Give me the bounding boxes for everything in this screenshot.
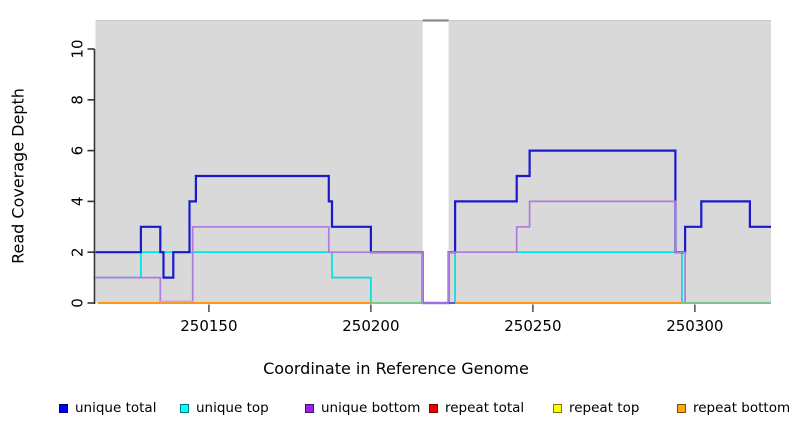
x-axis-title: Coordinate in Reference Genome	[263, 359, 529, 378]
legend-swatch-icon	[180, 403, 189, 413]
x-tick-label: 250200	[342, 317, 399, 335]
legend-item-unique-total: unique total	[59, 398, 156, 418]
y-tick-label: 4	[69, 197, 87, 207]
y-axis-title: Read Coverage Depth	[8, 88, 28, 264]
legend-item-repeat-total: repeat total	[429, 398, 524, 418]
x-tick-label: 250150	[180, 317, 237, 335]
legend-item-repeat-bottom: repeat bottom	[677, 398, 790, 418]
y-tick-label: 6	[69, 146, 87, 156]
legend-swatch-icon	[553, 403, 562, 413]
legend-label: unique bottom	[321, 400, 421, 416]
y-tick-label: 2	[69, 247, 87, 257]
legend-swatch-icon	[305, 403, 314, 413]
reference-gap-band	[422, 21, 449, 304]
legend-label: unique top	[196, 400, 269, 416]
legend-label: repeat total	[445, 400, 525, 416]
legend-label: unique total	[75, 400, 157, 416]
legend-swatch-icon	[429, 403, 438, 413]
series-line-unique-top	[95, 251, 423, 304]
legend-label: repeat top	[569, 400, 640, 416]
x-tick-label: 250250	[504, 317, 561, 335]
legend-item-unique-bottom: unique bottom	[305, 398, 420, 418]
legend: unique total unique top unique bottom repea…	[0, 398, 792, 420]
legend-label: repeat bottom	[693, 400, 791, 416]
legend-swatch-icon	[59, 403, 68, 413]
y-tick-label: 0	[69, 298, 87, 308]
series-line-unique-bottom	[95, 200, 771, 304]
y-tick-label: 8	[69, 95, 87, 105]
legend-swatch-icon	[677, 403, 686, 413]
y-tick-label: 10	[69, 39, 87, 58]
legend-item-unique-top: unique top	[180, 398, 269, 418]
x-tick-label: 250300	[666, 317, 723, 335]
legend-item-repeat-top: repeat top	[553, 398, 639, 418]
